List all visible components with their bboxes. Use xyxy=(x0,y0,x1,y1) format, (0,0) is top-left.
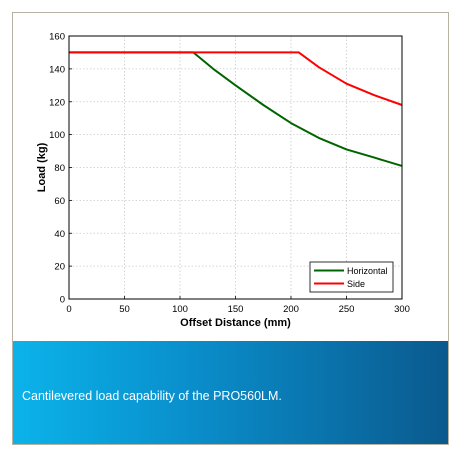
series-line-horizontal xyxy=(69,51,403,167)
x-axis-label: Offset Distance (mm) xyxy=(180,317,291,329)
x-tick-label: 150 xyxy=(228,304,244,315)
y-tick-label: 140 xyxy=(49,64,65,75)
y-tick-label: 20 xyxy=(54,262,65,273)
y-tick-label: 40 xyxy=(54,229,65,240)
legend-label-horizontal: Horizontal xyxy=(347,266,388,276)
caption-text: Cantilevered load capability of the PRO5… xyxy=(22,389,282,403)
caption-band: Cantilevered load capability of the PRO5… xyxy=(13,341,448,444)
x-tick-label: 0 xyxy=(66,304,71,315)
x-tick-label: 200 xyxy=(283,304,299,315)
load-chart: 0 50 100 150 200 250 300020406080100120140160 … xyxy=(36,32,410,330)
series-line-side xyxy=(69,51,403,106)
legend: Horizontal Side xyxy=(309,261,394,293)
x-tick-label: 100 xyxy=(172,304,188,315)
x-tick-label: 300 xyxy=(394,304,410,315)
x-tick-label: 250 xyxy=(339,304,355,315)
y-tick-label: 60 xyxy=(54,196,65,207)
y-axis-label: Load (kg) xyxy=(36,142,48,192)
y-tick-label: 80 xyxy=(54,163,65,174)
y-tick-label: 100 xyxy=(49,130,65,141)
x-tick-label: 50 xyxy=(119,304,130,315)
y-tick-label: 0 xyxy=(60,295,65,306)
legend-box xyxy=(309,261,394,293)
y-tick-label: 160 xyxy=(49,32,65,43)
y-tick-label: 120 xyxy=(49,97,65,108)
legend-label-side: Side xyxy=(347,279,365,289)
